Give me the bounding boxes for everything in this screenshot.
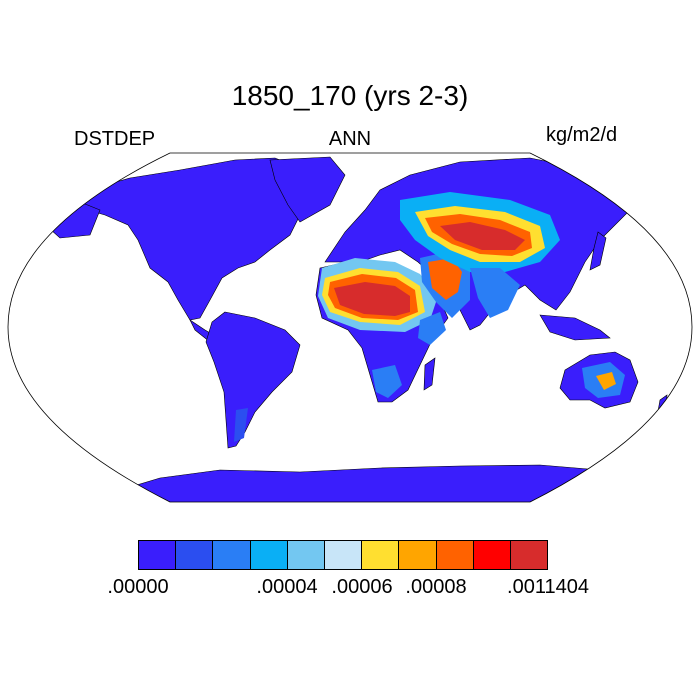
land-low-values: [39, 156, 668, 502]
colorbar-label-4: .0011404: [507, 576, 589, 598]
colorbar-box-7: [399, 541, 437, 569]
units-label: kg/m2/d: [546, 124, 618, 146]
colorbar-box-10: [510, 541, 548, 569]
variable-name: DSTDEP: [74, 128, 156, 150]
colorbar-box-1: [176, 541, 214, 569]
colorbar-label-0: .00000: [107, 576, 169, 598]
colorbar-box-8: [436, 541, 474, 569]
north-america: [69, 157, 321, 321]
sahara-core: [334, 282, 410, 316]
colorbar: [138, 540, 548, 570]
colorbar-box-0: [139, 541, 177, 569]
india-moderate: [470, 268, 520, 318]
greenland: [269, 156, 346, 223]
season-label: ANN: [328, 128, 372, 150]
colorbar-label-2: .00006: [331, 576, 393, 598]
maritime-se-asia: [539, 314, 611, 341]
colorbar-label-3: .00008: [405, 576, 467, 598]
australia-high: [596, 372, 616, 390]
dust-deposition-field: [234, 192, 625, 442]
colorbar-box-2: [213, 541, 251, 569]
horn-of-africa-moderate: [418, 312, 446, 345]
map-border: [7, 152, 693, 503]
colorbar-box-5: [324, 541, 363, 569]
south-africa-moderate: [372, 365, 402, 398]
colorbar-box-9: [473, 541, 511, 569]
antarctica: [99, 464, 641, 502]
plot-title: 1850_170 (yrs 2-3): [231, 80, 469, 111]
madagascar: [423, 357, 436, 391]
arabia-high: [428, 258, 462, 300]
colorbar-box-4: [287, 541, 325, 569]
colorbar-box-3: [250, 541, 288, 569]
central-asia-core: [440, 222, 525, 250]
south-america: [205, 311, 301, 449]
colorbar-label-1: .00004: [256, 576, 318, 598]
colorbar-box-6: [362, 541, 400, 569]
patagonia-moderate: [234, 408, 248, 442]
japan: [589, 231, 607, 271]
